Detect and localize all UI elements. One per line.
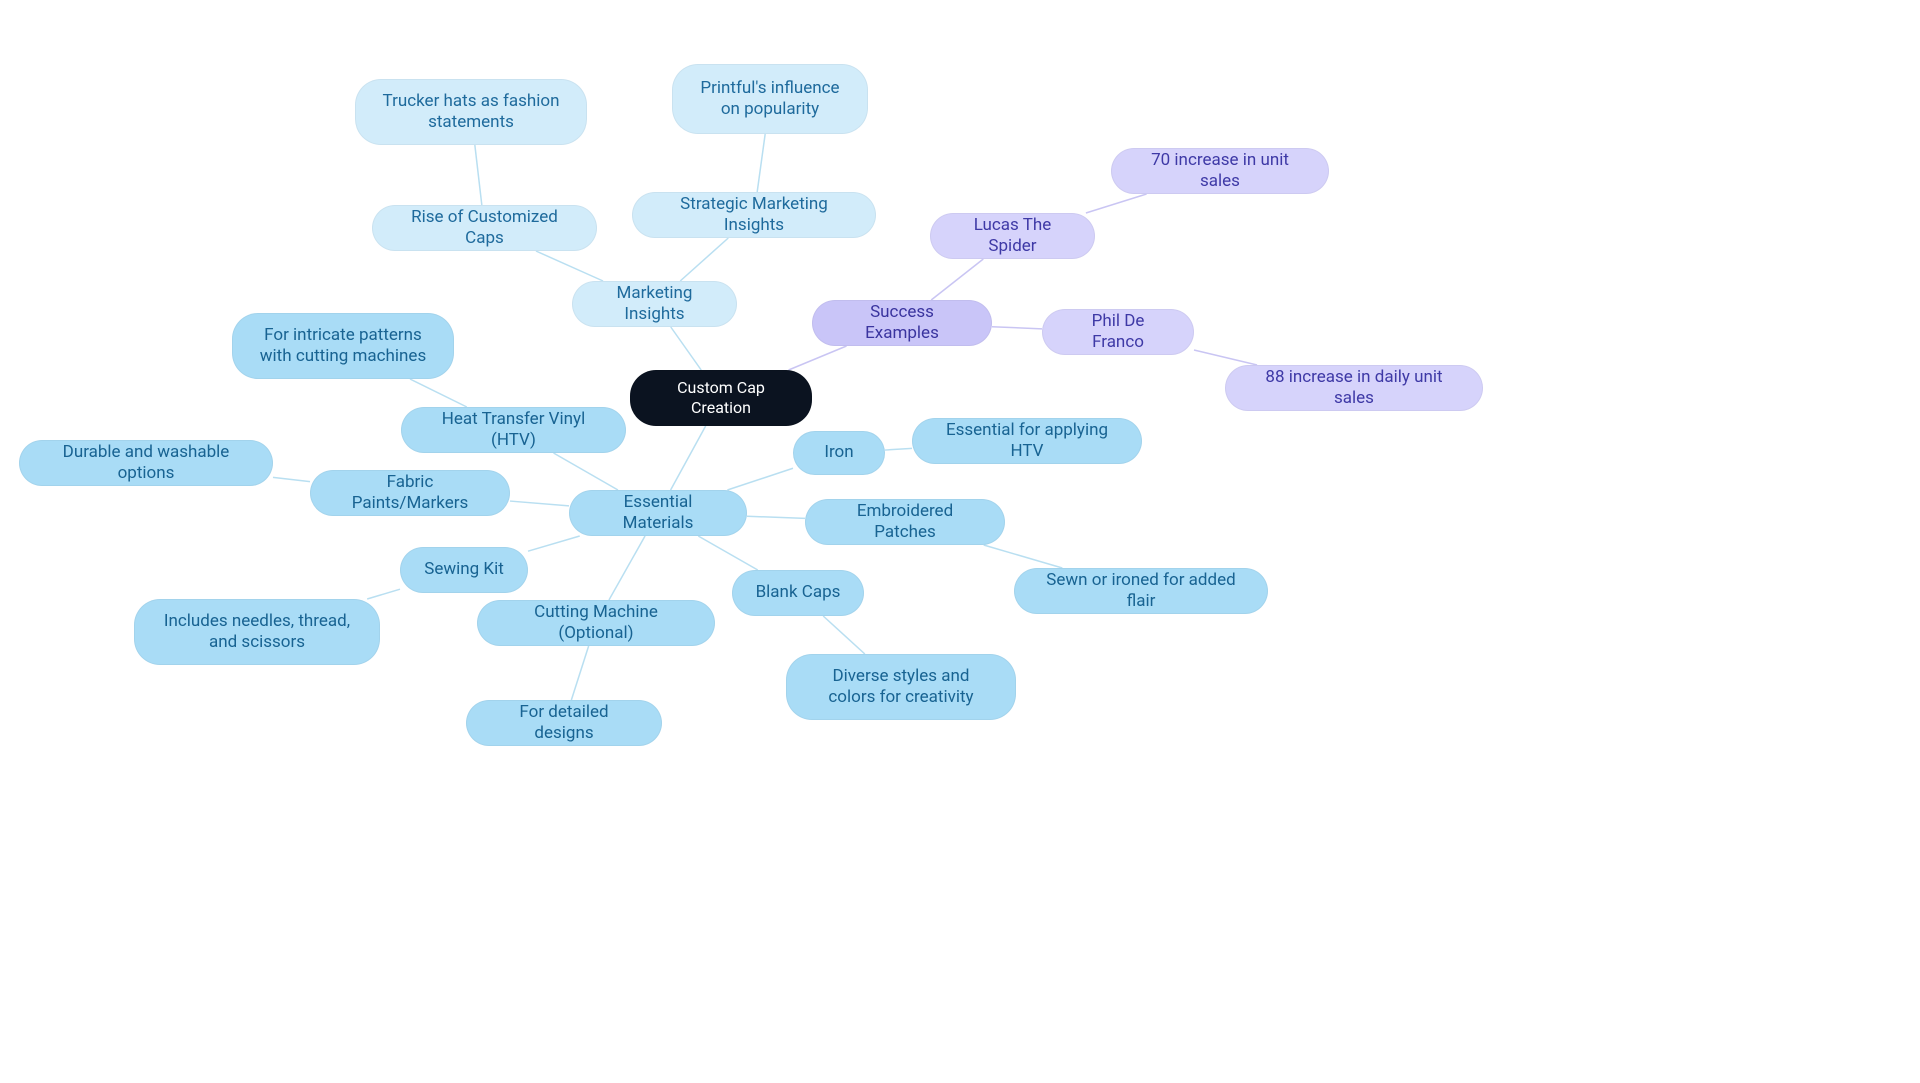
node-label: Custom Cap Creation — [653, 378, 789, 418]
node-label: Lucas The Spider — [953, 215, 1072, 258]
edge — [727, 468, 793, 490]
node-sewing: Sewing Kit — [400, 547, 528, 593]
node-label: Cutting Machine (Optional) — [500, 602, 692, 645]
node-fabric: Fabric Paints/Markers — [310, 470, 510, 516]
edge — [931, 259, 983, 300]
node-label: 70 increase in unit sales — [1134, 150, 1306, 193]
node-label: Trucker hats as fashion statements — [378, 91, 564, 134]
edge — [1194, 350, 1257, 365]
node-patches: Embroidered Patches — [805, 499, 1005, 545]
node-lucas: Lucas The Spider — [930, 213, 1095, 259]
node-root: Custom Cap Creation — [630, 370, 812, 426]
node-label: Blank Caps — [756, 582, 841, 603]
edge — [1086, 194, 1147, 213]
edge — [510, 501, 569, 506]
edge — [747, 516, 805, 518]
node-cutting_detail: For detailed designs — [466, 700, 662, 746]
node-iron: Iron — [793, 431, 885, 475]
node-blank: Blank Caps — [732, 570, 864, 616]
node-cutting: Cutting Machine (Optional) — [477, 600, 715, 646]
node-label: Fabric Paints/Markers — [333, 472, 487, 515]
edge — [475, 145, 482, 205]
node-strategic: Strategic Marketing Insights — [632, 192, 876, 238]
node-seventy: 70 increase in unit sales — [1111, 148, 1329, 194]
node-label: For detailed designs — [489, 702, 639, 745]
edge — [789, 346, 847, 370]
edge — [680, 238, 728, 281]
node-label: Sewing Kit — [424, 559, 504, 580]
edge — [367, 589, 400, 599]
edge — [823, 616, 865, 654]
node-marketing: Marketing Insights — [572, 281, 737, 327]
node-label: Diverse styles and colors for creativity — [809, 666, 993, 709]
node-label: Printful's influence on popularity — [695, 78, 845, 121]
edge — [528, 536, 580, 551]
node-phil: Phil De Franco — [1042, 309, 1194, 355]
node-label: Phil De Franco — [1065, 311, 1171, 354]
edge — [885, 448, 912, 450]
node-rise: Rise of Customized Caps — [372, 205, 597, 251]
node-label: Rise of Customized Caps — [395, 207, 574, 250]
node-label: Essential for applying HTV — [935, 420, 1119, 463]
edge — [992, 327, 1042, 329]
edge — [410, 379, 467, 407]
node-label: Essential Materials — [592, 492, 724, 535]
edge — [671, 327, 701, 370]
node-sewing_detail: Includes needles, thread, and scissors — [134, 599, 380, 665]
node-label: Strategic Marketing Insights — [655, 194, 853, 237]
node-printful: Printful's influence on popularity — [672, 64, 868, 134]
node-fabric_detail: Durable and washable options — [19, 440, 273, 486]
node-label: Includes needles, thread, and scissors — [157, 611, 357, 654]
node-htv_detail: For intricate patterns with cutting mach… — [232, 313, 454, 379]
mindmap-canvas: Custom Cap Creation Marketing Insights Ris… — [0, 0, 1920, 1083]
node-patches_detail: Sewn or ironed for added flair — [1014, 568, 1268, 614]
edge — [609, 536, 645, 600]
node-label: Marketing Insights — [595, 283, 714, 326]
node-label: Embroidered Patches — [828, 501, 982, 544]
edge — [536, 251, 603, 281]
node-blank_detail: Diverse styles and colors for creativity — [786, 654, 1016, 720]
node-label: Heat Transfer Vinyl (HTV) — [424, 409, 603, 452]
node-label: Durable and washable options — [42, 442, 250, 485]
node-iron_detail: Essential for applying HTV — [912, 418, 1142, 464]
edge — [698, 536, 758, 570]
node-trucker: Trucker hats as fashion statements — [355, 79, 587, 145]
edge — [757, 134, 765, 192]
edge — [671, 426, 706, 490]
edge — [273, 477, 310, 481]
node-label: For intricate patterns with cutting mach… — [255, 325, 431, 368]
node-essential: Essential Materials — [569, 490, 747, 536]
edge — [984, 545, 1063, 568]
node-label: Success Examples — [835, 302, 969, 345]
node-label: Iron — [824, 442, 853, 463]
edge — [554, 453, 618, 490]
edge — [571, 646, 588, 700]
node-eightyeight: 88 increase in daily unit sales — [1225, 365, 1483, 411]
node-label: Sewn or ironed for added flair — [1037, 570, 1245, 613]
node-success: Success Examples — [812, 300, 992, 346]
node-label: 88 increase in daily unit sales — [1248, 367, 1460, 410]
node-htv: Heat Transfer Vinyl (HTV) — [401, 407, 626, 453]
